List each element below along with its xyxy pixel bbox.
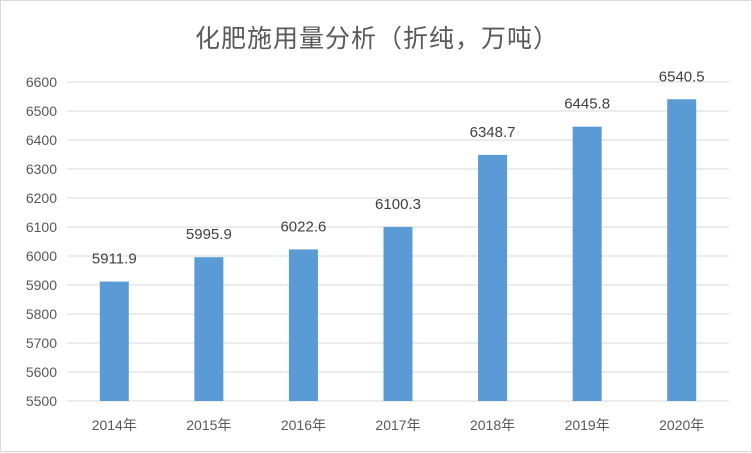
x-tick-label: 2015年: [186, 417, 231, 433]
bar: [572, 126, 602, 401]
bar: [288, 249, 318, 401]
y-tick-label: 6400: [26, 132, 57, 148]
y-tick-label: 5500: [26, 393, 57, 409]
x-tick-label: 2017年: [375, 417, 420, 433]
data-label: 6540.5: [659, 68, 705, 85]
y-tick-label: 6500: [26, 103, 57, 119]
data-label: 6022.6: [280, 218, 326, 235]
y-tick-label: 6300: [26, 161, 57, 177]
data-label: 6100.3: [375, 196, 421, 213]
bar: [667, 99, 697, 401]
data-label: 5911.9: [92, 251, 137, 268]
y-tick-label: 5900: [26, 277, 57, 293]
y-tick-label: 6000: [26, 248, 57, 264]
y-tick-label: 5700: [26, 335, 57, 351]
bar: [99, 281, 129, 401]
data-label: 6348.7: [470, 124, 516, 141]
x-tick-label: 2020年: [659, 417, 704, 433]
y-tick-label: 6200: [26, 190, 57, 206]
bar: [478, 154, 508, 401]
x-tick-label: 2018年: [470, 417, 515, 433]
chart-title: 化肥施用量分析（折纯，万吨）: [194, 24, 559, 53]
data-label: 6445.8: [564, 96, 610, 113]
y-tick-label: 5800: [26, 306, 57, 322]
y-tick-label: 6100: [26, 219, 57, 235]
bar: [383, 226, 413, 401]
x-tick-label: 2014年: [92, 417, 137, 433]
y-tick-label: 6600: [26, 74, 57, 90]
bar: [194, 257, 224, 401]
x-tick-label: 2016年: [281, 417, 326, 433]
y-tick-label: 5600: [26, 364, 57, 380]
data-label: 5995.9: [186, 226, 232, 243]
x-tick-label: 2019年: [565, 417, 610, 433]
